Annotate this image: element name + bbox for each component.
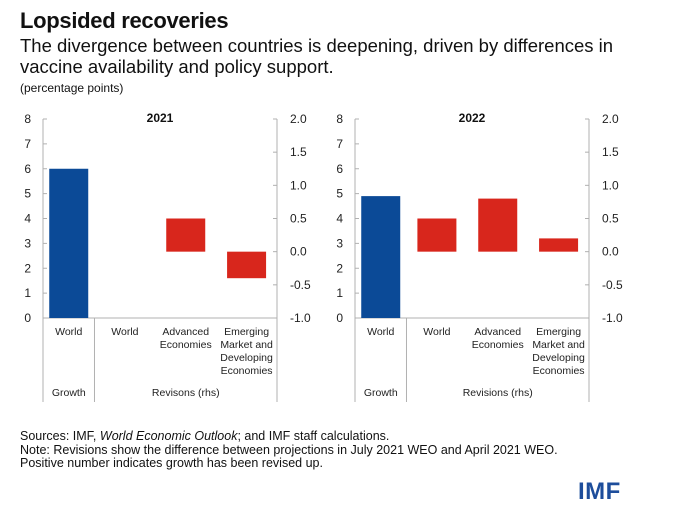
revision-bar	[478, 198, 518, 252]
category-label: Developing	[532, 352, 585, 364]
left-tick-label: 0	[24, 311, 31, 325]
panel-title: 2022	[459, 111, 486, 125]
charts-area: 0 1 2 3 4 5 6 7 8 -1.0 -0.5 0.0 0.5 1.0 1.5 2.0 2021 Worl…	[24, 111, 623, 402]
category-label: Advanced	[474, 326, 521, 338]
sources-line: Sources: IMF, World Economic Outlook; an…	[20, 429, 390, 443]
left-tick-label: 5	[24, 187, 31, 201]
right-tick-label: 0.0	[602, 245, 619, 259]
category-label: Emerging	[536, 326, 581, 338]
left-tick-label: 7	[336, 137, 343, 151]
category-label: Market and	[220, 339, 273, 351]
group-label-revisions: Revisons (rhs)	[152, 387, 220, 399]
note-line-2: Positive number indicates growth has bee…	[20, 456, 323, 470]
category-label: Emerging	[224, 326, 269, 338]
right-tick-label: -1.0	[602, 311, 623, 325]
revision-bar	[417, 218, 457, 252]
right-tick-label: 0.5	[602, 212, 619, 226]
right-tick-label: 2.0	[602, 112, 619, 126]
growth-bar	[49, 168, 89, 318]
group-label-growth: Growth	[52, 387, 86, 399]
revision-bar	[166, 218, 206, 252]
right-tick-label: -1.0	[290, 311, 311, 325]
chart-title: Lopsided recoveries	[20, 8, 229, 33]
left-tick-label: 3	[24, 236, 31, 250]
group-label-growth: Growth	[364, 387, 398, 399]
category-label: World	[55, 326, 82, 338]
left-tick-label: 0	[336, 311, 343, 325]
right-tick-label: 1.5	[290, 145, 307, 159]
category-label: World	[111, 326, 138, 338]
left-tick-label: 6	[336, 162, 343, 176]
category-label: Developing	[220, 352, 273, 364]
category-label: Economies	[221, 365, 273, 377]
sources-publication: World Economic Outlook	[99, 429, 238, 443]
note-line: Note: Revisions show the difference betw…	[20, 442, 558, 457]
left-tick-label: 5	[336, 187, 343, 201]
right-tick-label: 1.5	[602, 145, 619, 159]
category-label: World	[423, 326, 450, 338]
footnotes: Sources: IMF, World Economic Outlook; an…	[20, 429, 558, 471]
left-tick-label: 2	[24, 261, 31, 275]
category-label: World	[367, 326, 394, 338]
category-label: Economies	[472, 339, 524, 351]
panel-title: 2021	[147, 111, 174, 125]
right-tick-label: 1.0	[290, 178, 307, 192]
left-tick-label: 8	[336, 112, 343, 126]
units-label: (percentage points)	[20, 81, 124, 95]
right-tick-label: 2.0	[290, 112, 307, 126]
growth-bar	[361, 196, 401, 318]
left-tick-label: 7	[24, 137, 31, 151]
left-tick-label: 4	[336, 212, 343, 226]
left-tick-label: 2	[336, 261, 343, 275]
left-tick-label: 4	[24, 212, 31, 226]
group-label-revisions: Revisions (rhs)	[463, 387, 533, 399]
right-tick-label: -0.5	[290, 278, 311, 292]
category-label: Economies	[533, 365, 585, 377]
left-tick-label: 3	[336, 236, 343, 250]
right-tick-label: 1.0	[602, 178, 619, 192]
revision-bar	[227, 251, 267, 279]
chart-subtitle: The divergence between countries is deep…	[20, 35, 614, 77]
right-tick-label: -0.5	[602, 278, 623, 292]
category-label: Market and	[532, 339, 585, 351]
category-label: Advanced	[162, 326, 209, 338]
revision-bar	[539, 238, 579, 252]
left-tick-label: 1	[24, 286, 31, 300]
left-tick-label: 6	[24, 162, 31, 176]
right-tick-label: 0.5	[290, 212, 307, 226]
imf-logo: IMF	[578, 478, 621, 505]
category-label: Economies	[160, 339, 212, 351]
left-tick-label: 8	[24, 112, 31, 126]
right-tick-label: 0.0	[290, 245, 307, 259]
left-tick-label: 1	[336, 286, 343, 300]
